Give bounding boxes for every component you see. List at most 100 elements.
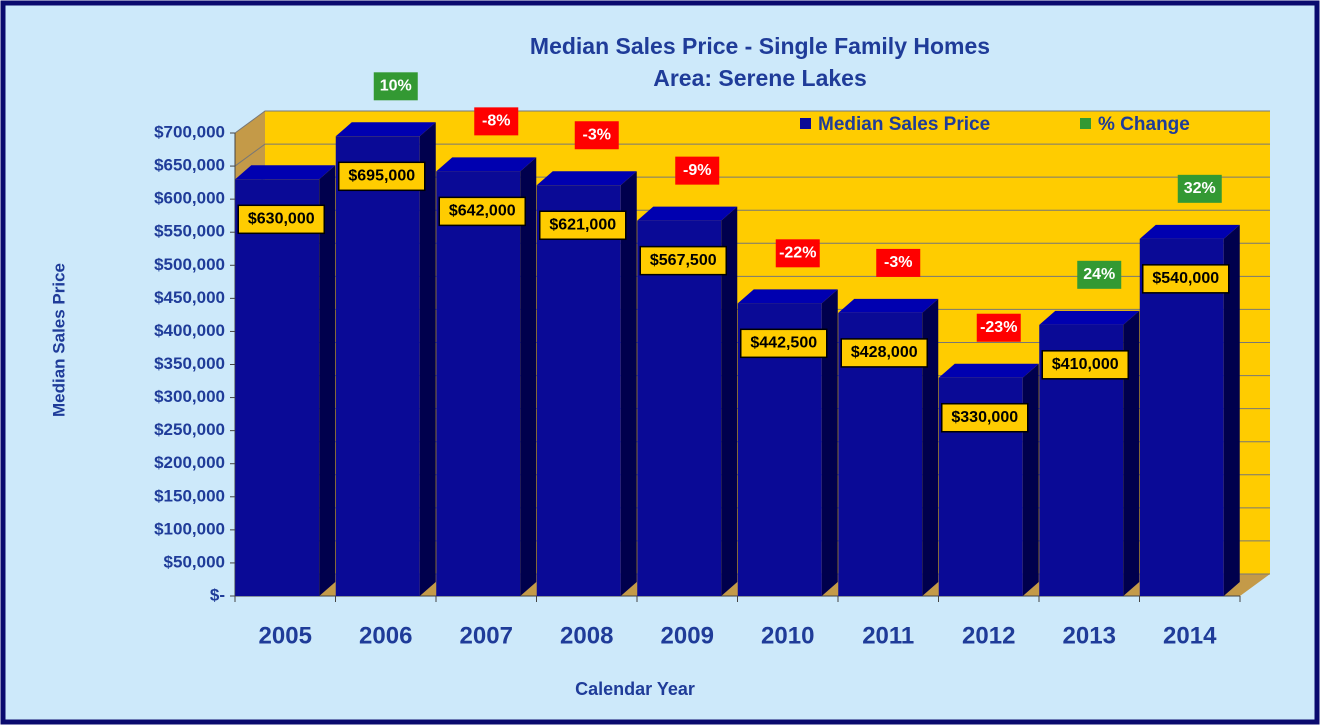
bar-side [419,122,436,597]
value-label: $621,000 [549,216,616,233]
value-label: $642,000 [449,203,516,220]
grid-line [234,110,1270,134]
value-label-box [1142,264,1230,294]
y-tick-label: $150,000 [154,486,225,505]
value-label-box [338,161,426,192]
change-label: -8% [482,113,510,130]
value-label-box [539,210,627,241]
bar-side [319,165,336,597]
bar-side [520,157,537,596]
bar-top [536,171,637,186]
chart-title: Median Sales Price - Single Family Homes [530,33,990,59]
bar-top [938,363,1039,378]
bar-side [721,206,738,596]
y-tick-label: $600,000 [154,189,225,208]
y-tick-label: $100,000 [154,519,225,538]
bar-side [821,289,838,596]
change-label: -3% [884,254,912,271]
value-label-box [438,196,526,227]
value-label: $695,000 [348,168,415,185]
x-tick-label: 2006 [359,622,412,649]
value-label-box [237,204,325,235]
value-label-box [1041,350,1129,380]
grid-line [234,143,1270,167]
bar [235,179,320,597]
change-label: -3% [583,126,611,143]
bar [1139,238,1224,597]
change-label-box [976,313,1021,342]
bar-side [620,171,637,596]
x-tick-label: 2007 [460,622,513,649]
x-tick-label: 2010 [761,622,814,649]
chart-subtitle: Area: Serene Lakes [653,65,867,91]
bar-top [1039,310,1140,325]
x-axis-label: Calendar Year [575,679,695,699]
change-label-box [775,239,820,268]
change-label-box [876,248,921,277]
y-tick-label: $- [210,585,225,604]
value-label: $410,000 [1052,356,1119,373]
y-tick-label: $700,000 [154,122,225,141]
y-tick-label: $300,000 [154,387,225,406]
change-label-box [574,121,619,150]
y-tick-label: $200,000 [154,453,225,472]
x-tick-label: 2005 [259,622,312,649]
x-tick-label: 2009 [661,622,714,649]
legend-swatch [1080,118,1091,129]
value-label: $540,000 [1152,270,1219,287]
legend-label: Median Sales Price [818,114,990,135]
bar [536,185,621,596]
y-tick-label: $250,000 [154,420,225,439]
bar [436,171,521,596]
bar-top [838,298,939,313]
y-tick-label: $550,000 [154,222,225,241]
bar-top [335,122,436,137]
value-label-box [840,338,928,368]
change-label-box [675,156,720,185]
value-label-box [639,245,727,276]
y-tick-label: $650,000 [154,156,225,175]
value-label-box [941,402,1029,433]
change-label: 24% [1083,266,1115,283]
change-label: 10% [380,78,412,95]
x-tick-label: 2013 [1063,622,1116,649]
change-label-box [1177,174,1222,203]
y-tick-label: $350,000 [154,354,225,373]
x-tick-label: 2011 [862,622,914,649]
x-tick-label: 2014 [1163,622,1217,649]
bar-top [637,206,738,221]
legend-label: % Change [1098,114,1190,135]
y-axis-label: Median Sales Price [49,263,68,417]
x-tick-label: 2008 [560,622,613,649]
bar [335,136,420,597]
bar-top [737,289,838,304]
change-label: -22% [779,245,816,262]
y-tick-label: $450,000 [154,288,225,307]
value-label: $428,000 [851,344,918,361]
change-label-box [373,72,418,101]
bar-top [436,157,537,172]
legend-swatch [800,118,811,129]
bar-top [1139,224,1240,239]
bar-side [1123,310,1140,596]
value-label: $442,500 [750,335,817,352]
change-label: -23% [980,319,1017,336]
value-label: $630,000 [248,211,315,228]
change-label-box [474,107,519,136]
change-label: 32% [1184,180,1216,197]
bar-side [1223,224,1240,597]
y-tick-label: $50,000 [164,552,225,571]
bar-top [235,165,336,180]
change-label: -9% [683,162,711,179]
bar-side [922,298,939,596]
y-tick-label: $500,000 [154,255,225,274]
y-tick-label: $400,000 [154,321,225,340]
value-label-box [740,328,828,359]
bar [637,220,722,596]
bar-side [1022,363,1039,596]
value-label: $330,000 [951,409,1018,426]
value-label: $567,500 [650,252,717,269]
change-label-box [1077,260,1122,289]
x-tick-label: 2012 [962,622,1015,649]
